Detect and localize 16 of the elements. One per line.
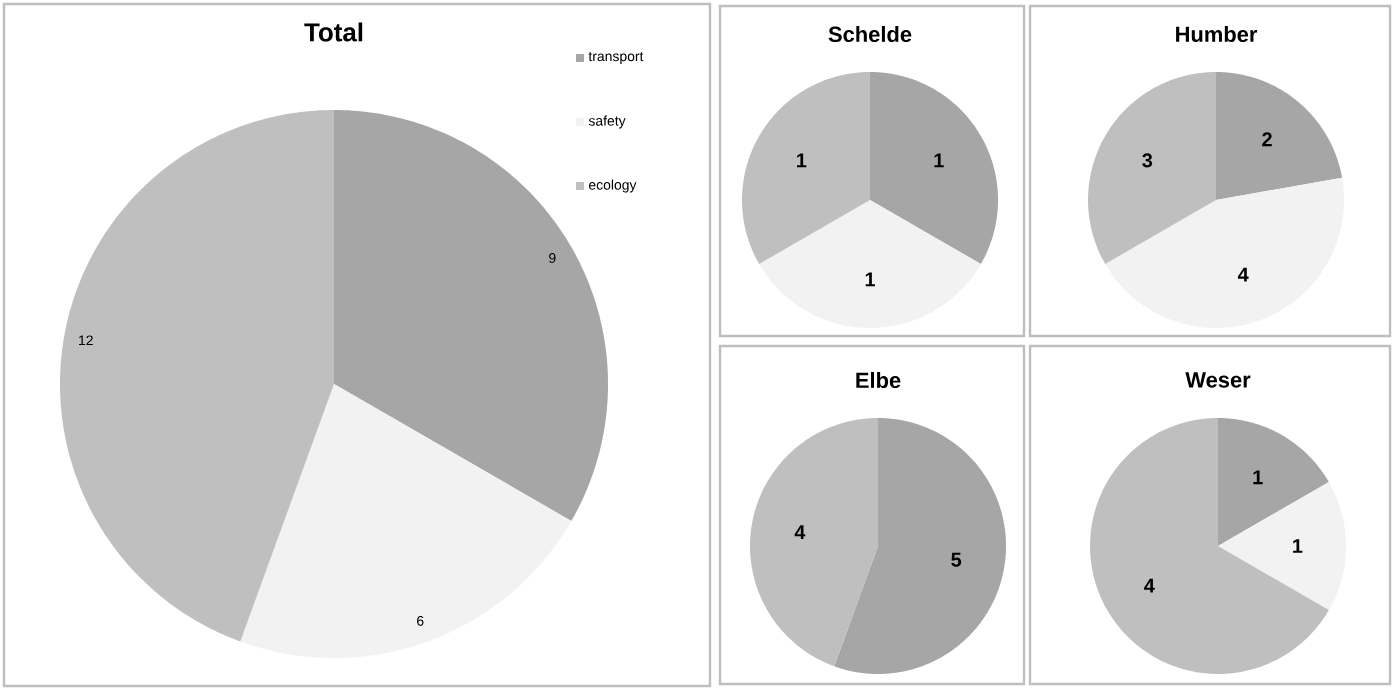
chart-title: Humber	[1176, 25, 1258, 43]
data-label: 1	[934, 153, 944, 168]
data-label: 1	[1253, 470, 1263, 485]
data-label: 5	[951, 552, 962, 567]
chart-title: Weser	[1185, 372, 1251, 388]
chart-title: Schelde	[828, 25, 912, 43]
data-label: 3	[1142, 153, 1153, 168]
data-label: 1	[1293, 539, 1303, 553]
data-label: 4	[794, 525, 806, 540]
data-label: 1	[865, 272, 876, 287]
data-label: 2	[1262, 132, 1272, 147]
chart-title: Total	[304, 22, 363, 42]
data-label: 1	[797, 153, 807, 168]
data-label: 4	[1237, 267, 1249, 282]
data-label: 4	[1144, 578, 1155, 593]
chart-title: Elbe	[856, 371, 901, 389]
